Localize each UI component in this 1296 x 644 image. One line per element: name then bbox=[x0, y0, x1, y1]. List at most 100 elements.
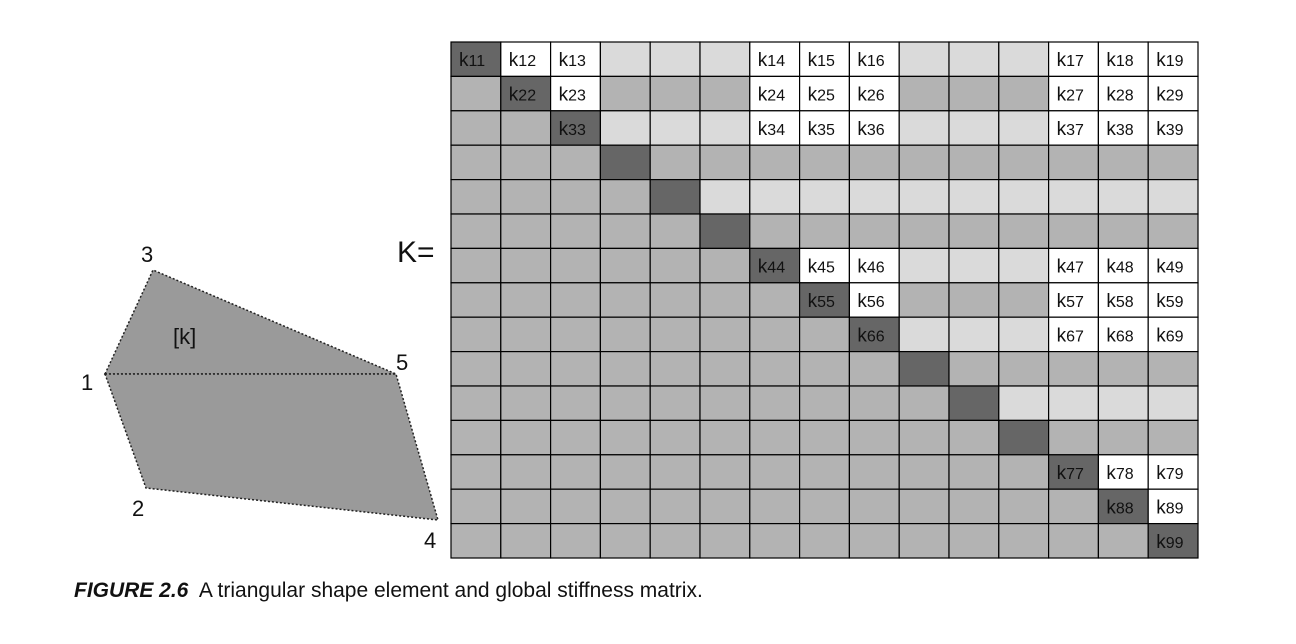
matrix-cell bbox=[898, 75, 950, 112]
matrix-cell bbox=[549, 385, 601, 422]
matrix-entry-k15: k15 bbox=[808, 50, 835, 71]
matrix-cell bbox=[749, 247, 801, 284]
matrix-cell bbox=[898, 419, 950, 456]
matrix-cell bbox=[898, 41, 950, 78]
matrix-entry-k56: k56 bbox=[857, 291, 884, 312]
matrix-cell bbox=[599, 454, 651, 490]
matrix-cell bbox=[699, 419, 751, 456]
matrix-cell bbox=[948, 110, 1000, 146]
matrix-cell bbox=[649, 488, 701, 525]
node-label-5: 5 bbox=[396, 350, 408, 375]
matrix-cell bbox=[1147, 351, 1199, 387]
matrix-cell bbox=[1147, 144, 1199, 181]
matrix-cell bbox=[1097, 282, 1149, 318]
matrix-cell bbox=[798, 351, 850, 387]
matrix-cell bbox=[848, 179, 900, 215]
stiffness-diagram: [k] 3 1 5 2 4 K= k11 k12 k13 k14 k15 k16 k17 k18 k19… bbox=[81, 41, 1199, 559]
matrix-cell bbox=[599, 316, 651, 353]
figure-caption: FIGURE 2.6 A triangular shape element an… bbox=[74, 578, 703, 603]
matrix-cell bbox=[749, 351, 801, 387]
matrix-cell bbox=[898, 179, 950, 215]
matrix-cell bbox=[749, 213, 801, 250]
matrix-cell bbox=[500, 316, 552, 353]
matrix-cell bbox=[948, 419, 1000, 456]
matrix-cell bbox=[848, 351, 900, 387]
matrix-cell bbox=[898, 316, 950, 353]
matrix-cell bbox=[1047, 522, 1099, 559]
matrix-cell bbox=[898, 110, 950, 146]
matrix-cell bbox=[549, 316, 601, 353]
matrix-cell bbox=[1097, 110, 1149, 146]
triangular-element: [k] 3 1 5 2 4 bbox=[81, 242, 440, 553]
matrix-cell bbox=[749, 488, 801, 525]
matrix-cell bbox=[1097, 522, 1149, 559]
matrix-cell bbox=[599, 419, 651, 456]
matrix-entry-k67: k67 bbox=[1057, 325, 1084, 346]
matrix-cell bbox=[450, 247, 502, 284]
matrix-cell bbox=[998, 419, 1050, 456]
matrix-cell bbox=[649, 419, 701, 456]
matrix-entry-k66: k66 bbox=[857, 325, 884, 346]
matrix-cell bbox=[898, 144, 950, 181]
matrix-cell bbox=[500, 247, 552, 284]
matrix-entry-k48: k48 bbox=[1106, 257, 1133, 278]
matrix-cell bbox=[549, 522, 601, 559]
matrix-cell bbox=[848, 144, 900, 181]
matrix-cell bbox=[500, 522, 552, 559]
matrix-entry-k47: k47 bbox=[1057, 257, 1084, 278]
matrix-cell bbox=[549, 179, 601, 215]
matrix-cell bbox=[699, 351, 751, 387]
matrix-entry-k16: k16 bbox=[857, 50, 884, 71]
matrix-cell bbox=[1147, 41, 1199, 78]
matrix-entry-k49: k49 bbox=[1156, 257, 1183, 278]
matrix-cell bbox=[848, 488, 900, 525]
matrix-cell bbox=[948, 488, 1000, 525]
matrix-cell bbox=[699, 144, 751, 181]
matrix-cell bbox=[1047, 419, 1099, 456]
matrix-entry-k14: k14 bbox=[758, 50, 785, 71]
matrix-cell bbox=[1147, 488, 1199, 525]
matrix-cell bbox=[798, 488, 850, 525]
matrix-cell bbox=[798, 213, 850, 250]
matrix-cell bbox=[998, 213, 1050, 250]
matrix-cell bbox=[500, 454, 552, 490]
matrix-cell bbox=[998, 110, 1050, 146]
matrix-cell bbox=[500, 385, 552, 422]
matrix-entry-k29: k29 bbox=[1156, 85, 1183, 106]
matrix-entry-k27: k27 bbox=[1057, 85, 1084, 106]
matrix-entry-k12: k12 bbox=[509, 50, 536, 71]
matrix-cell bbox=[1047, 213, 1099, 250]
matrix-cell bbox=[649, 41, 701, 78]
matrix-cell bbox=[1147, 522, 1199, 559]
matrix-cell bbox=[599, 385, 651, 422]
matrix-cell bbox=[500, 144, 552, 181]
matrix-cell bbox=[500, 41, 552, 78]
matrix-entry-k39: k39 bbox=[1156, 119, 1183, 140]
matrix-entry-k28: k28 bbox=[1106, 85, 1133, 106]
matrix-cell bbox=[699, 75, 751, 112]
matrix-cell bbox=[848, 522, 900, 559]
matrix-cell bbox=[1147, 385, 1199, 422]
matrix-cell bbox=[798, 179, 850, 215]
matrix-cell bbox=[549, 282, 601, 318]
matrix-cell bbox=[500, 75, 552, 112]
matrix-cell bbox=[749, 282, 801, 318]
matrix-entry-k37: k37 bbox=[1057, 119, 1084, 140]
matrix-entry-k45: k45 bbox=[808, 257, 835, 278]
matrix-entry-k78: k78 bbox=[1106, 463, 1133, 484]
matrix-cell bbox=[948, 351, 1000, 387]
matrix-cell bbox=[599, 522, 651, 559]
matrix-cell bbox=[450, 385, 502, 422]
matrix-cell bbox=[450, 213, 502, 250]
matrix-cell bbox=[500, 488, 552, 525]
figure-caption-text: A triangular shape element and global st… bbox=[198, 579, 703, 602]
matrix-entry-k11: k11 bbox=[459, 50, 485, 71]
matrix-cell bbox=[1047, 351, 1099, 387]
matrix-symbol: K= bbox=[397, 236, 435, 269]
matrix-cell bbox=[450, 522, 502, 559]
matrix-cell bbox=[599, 213, 651, 250]
matrix-cell bbox=[749, 454, 801, 490]
matrix-cell bbox=[898, 213, 950, 250]
matrix-cell bbox=[699, 316, 751, 353]
matrix-entry-k46: k46 bbox=[857, 257, 884, 278]
